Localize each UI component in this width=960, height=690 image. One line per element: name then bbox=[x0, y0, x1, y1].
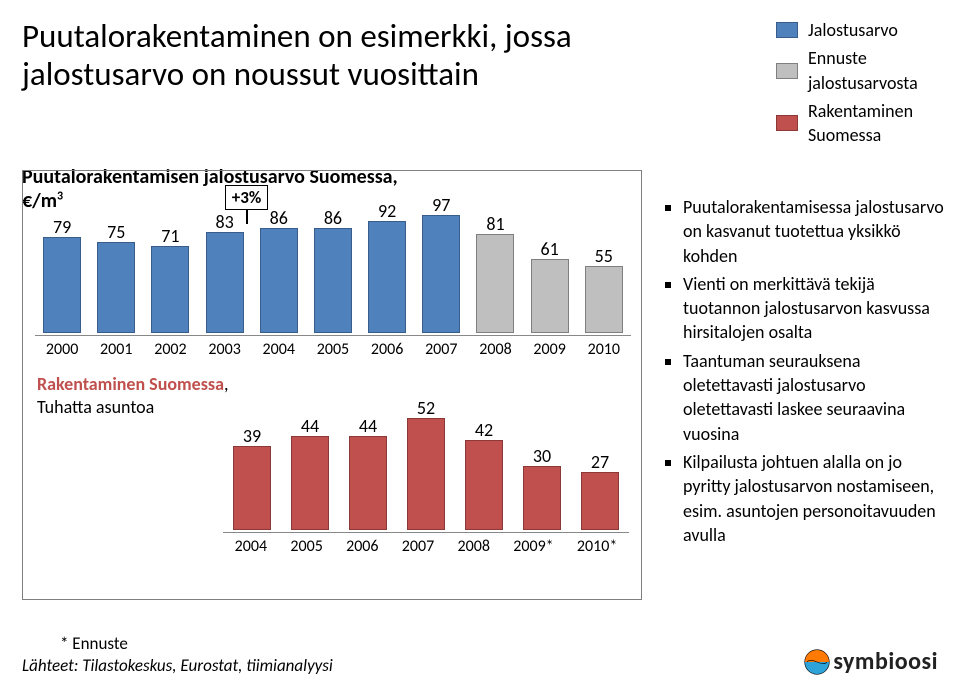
xaxis-label: 2002 bbox=[154, 340, 186, 359]
bar-value-label: 83 bbox=[215, 211, 233, 233]
footnote-sources: Lähteet: Tilastokeskus, Eurostat, tiimia… bbox=[22, 655, 333, 676]
bars-area-1: 7975718386869297816155 bbox=[35, 211, 631, 333]
logo-text: symbioosi bbox=[833, 647, 938, 676]
bar-value-label: 44 bbox=[301, 415, 319, 437]
bar-value-label: 30 bbox=[533, 445, 551, 467]
bar: 61 bbox=[531, 259, 569, 333]
bar: 71 bbox=[151, 246, 189, 333]
bar: 27 bbox=[581, 472, 619, 530]
chart-jalostusarvo: +3% 7975718386869297816155 2000200120022… bbox=[35, 183, 631, 363]
slide-title: Puutalorakentaminen on esimerkki, jossa … bbox=[22, 18, 652, 94]
bullet-item: Vienti on merkittävä tekijä tuotannon ja… bbox=[683, 272, 945, 345]
bar-value-label: 27 bbox=[591, 451, 609, 473]
legend-swatch-jalostusarvo bbox=[776, 22, 798, 38]
xaxis-label: 2006 bbox=[371, 340, 403, 359]
bar-value-label: 75 bbox=[107, 221, 125, 243]
xaxis-label: 2000 bbox=[46, 340, 78, 359]
title-row: Puutalorakentaminen on esimerkki, jossa … bbox=[22, 18, 938, 151]
legend-label: Jalostusarvo bbox=[808, 18, 898, 42]
bars-area-2: 39444452423027 bbox=[223, 412, 629, 530]
chart-container: +3% 7975718386869297816155 2000200120022… bbox=[22, 170, 642, 600]
bar-value-label: 79 bbox=[53, 216, 71, 238]
xaxis-label: 2003 bbox=[208, 340, 240, 359]
legend-swatch-ennuste bbox=[776, 63, 798, 79]
bar-value-label: 39 bbox=[243, 425, 261, 447]
growth-label: +3% bbox=[225, 185, 268, 210]
legend-swatch-rakentaminen bbox=[776, 115, 798, 131]
bullet-item: Puutalorakentamisessa jalostusarvo on ka… bbox=[683, 195, 945, 268]
bullet-item: Taantuman seurauksena oletettavasti jalo… bbox=[683, 349, 945, 446]
bar: 86 bbox=[314, 228, 352, 333]
xaxis-label: 2005 bbox=[290, 537, 322, 556]
logo-icon bbox=[803, 648, 831, 676]
bar-value-label: 42 bbox=[475, 419, 493, 441]
bullets-ul: Puutalorakentamisessa jalostusarvo on ka… bbox=[665, 195, 945, 547]
bar-value-label: 92 bbox=[378, 200, 396, 222]
bar-value-label: 71 bbox=[161, 225, 179, 247]
xaxis-label: 2005 bbox=[317, 340, 349, 359]
bar: 97 bbox=[422, 215, 460, 333]
bar: 86 bbox=[260, 228, 298, 333]
chart2-title: Rakentaminen Suomessa, Tuhatta asuntoa bbox=[37, 373, 228, 420]
bar: 30 bbox=[523, 466, 561, 530]
xaxis-2: 2004 2005 2006 2007 2008 2009* 2010* bbox=[223, 532, 629, 556]
xaxis-label: 2009 bbox=[533, 340, 565, 359]
bar-value-label: 61 bbox=[541, 238, 559, 260]
legend-item-ennuste: Ennuste jalostusarvosta bbox=[776, 46, 938, 95]
bullet-list: Puutalorakentamisessa jalostusarvo on ka… bbox=[665, 195, 945, 551]
bar-value-label: 97 bbox=[432, 194, 450, 216]
xaxis-label: 2007 bbox=[402, 537, 434, 556]
slide: Puutalorakentaminen on esimerkki, jossa … bbox=[0, 0, 960, 690]
xaxis-label: 2001 bbox=[100, 340, 132, 359]
chart2-title-red: Rakentaminen Suomessa bbox=[37, 373, 224, 395]
xaxis-label: 2008 bbox=[458, 537, 490, 556]
bar: 44 bbox=[349, 436, 387, 530]
bar: 44 bbox=[291, 436, 329, 530]
legend: Jalostusarvo Ennuste jalostusarvosta Rak… bbox=[776, 18, 938, 151]
legend-item-jalostusarvo: Jalostusarvo bbox=[776, 18, 938, 42]
bar-value-label: 44 bbox=[359, 415, 377, 437]
xaxis-label: 2009* bbox=[513, 537, 553, 556]
xaxis-label: 2004 bbox=[235, 537, 267, 556]
bar-value-label: 55 bbox=[595, 245, 613, 267]
bar-value-label: 86 bbox=[270, 207, 288, 229]
bar: 81 bbox=[476, 234, 514, 333]
xaxis-label: 2008 bbox=[479, 340, 511, 359]
bar: 79 bbox=[43, 237, 81, 333]
bar: 39 bbox=[233, 446, 271, 530]
footnote-ennuste: * Ennuste bbox=[60, 633, 128, 654]
bullet-item: Kilpailusta johtuen alalla on jo pyritty… bbox=[683, 450, 945, 547]
bar: 42 bbox=[465, 440, 503, 530]
xaxis-label: 2007 bbox=[425, 340, 457, 359]
legend-label: Ennuste jalostusarvosta bbox=[808, 46, 938, 95]
chart-rakentaminen: 39444452423027 200420052006200720082009*… bbox=[223, 380, 629, 570]
xaxis-label: 2004 bbox=[263, 340, 295, 359]
bar-value-label: 86 bbox=[324, 207, 342, 229]
xaxis-1: 2000 2001 2002 2003 2004 2005 2006 2007 2008 2009… bbox=[35, 335, 631, 359]
bar-value-label: 81 bbox=[486, 213, 504, 235]
xaxis-label: 2010* bbox=[577, 537, 617, 556]
bar: 75 bbox=[97, 242, 135, 334]
xaxis-label: 2006 bbox=[346, 537, 378, 556]
legend-label: Rakentaminen Suomessa bbox=[808, 99, 938, 148]
bar: 52 bbox=[407, 418, 445, 530]
logo-symbioosi: symbioosi bbox=[803, 647, 938, 676]
bar: 55 bbox=[585, 266, 623, 333]
legend-item-rakentaminen: Rakentaminen Suomessa bbox=[776, 99, 938, 148]
xaxis-label: 2010 bbox=[588, 340, 620, 359]
bar-value-label: 52 bbox=[417, 397, 435, 419]
chart2-title-rest: Tuhatta asuntoa bbox=[37, 396, 154, 418]
bar: 83 bbox=[206, 232, 244, 333]
bar: 92 bbox=[368, 221, 406, 333]
